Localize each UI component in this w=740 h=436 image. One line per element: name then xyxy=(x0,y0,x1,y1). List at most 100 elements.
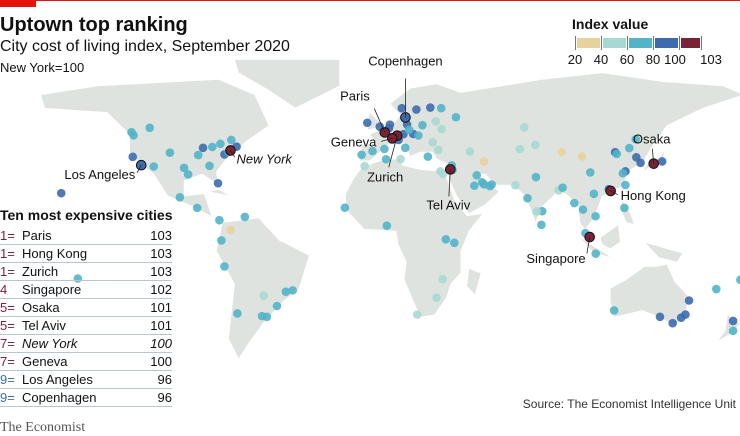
label-leader xyxy=(373,108,386,133)
city-dot xyxy=(655,312,665,322)
city-dot xyxy=(589,189,599,199)
legend-label: 20 xyxy=(567,52,583,67)
city-label: Paris xyxy=(340,88,370,103)
table-row: 5= Osaka 101 xyxy=(0,299,172,317)
rank: 1= xyxy=(0,228,15,243)
city-label: Hong Kong xyxy=(621,188,686,203)
city-dot xyxy=(192,203,202,213)
legend-swatch xyxy=(577,38,600,48)
city-dot xyxy=(198,143,208,153)
table-row: 1= Zurich 103 xyxy=(0,263,172,281)
city-name: Paris xyxy=(22,228,52,243)
city-dot xyxy=(340,203,350,212)
city-dots xyxy=(56,103,740,336)
label-leader xyxy=(448,169,451,197)
city-label: Los Angeles xyxy=(64,167,135,182)
table-title: Ten most expensive cities xyxy=(0,207,173,223)
chart-subtitle: City cost of living index, September 202… xyxy=(0,38,290,55)
city-name: New York xyxy=(22,336,78,351)
city-dot xyxy=(612,149,622,159)
city-dot xyxy=(400,143,410,153)
table-row: 4 Singapore 102 xyxy=(0,281,172,299)
index-value: 100 xyxy=(150,354,172,369)
city-dot xyxy=(382,221,392,230)
legend-swatch xyxy=(603,38,626,48)
city-dot xyxy=(532,207,542,216)
index-value: 101 xyxy=(150,318,172,333)
city-dot xyxy=(412,105,421,114)
legend-tick xyxy=(627,36,628,50)
rank: 1= xyxy=(0,264,15,279)
city-dot xyxy=(183,170,193,179)
legend-label: 60 xyxy=(619,52,635,67)
city-dot xyxy=(631,134,641,144)
city-dot xyxy=(436,167,445,176)
city-dot xyxy=(357,150,366,160)
land-mass xyxy=(620,199,636,226)
city-dot xyxy=(609,306,619,315)
city-dot xyxy=(208,142,217,152)
city-dot xyxy=(591,211,600,221)
brand-logo: The Economist xyxy=(0,420,86,435)
city-dot xyxy=(425,103,435,112)
city-label: Tel Aviv xyxy=(426,197,470,212)
city-dot xyxy=(128,152,138,162)
city-dot xyxy=(368,146,377,156)
city-dot xyxy=(179,163,189,173)
legend-label: 103 xyxy=(700,52,722,67)
city-dot xyxy=(676,313,686,322)
city-dot xyxy=(472,171,482,180)
city-dot xyxy=(272,301,282,311)
land-mass xyxy=(599,224,621,250)
city-dot xyxy=(262,312,272,322)
city-dot xyxy=(470,181,479,190)
land-mass xyxy=(216,217,310,360)
city-dot xyxy=(519,123,529,132)
city-dot xyxy=(684,296,694,305)
city-dot xyxy=(165,148,175,157)
legend-tick xyxy=(679,36,680,50)
city-dot xyxy=(217,236,226,245)
city-dot xyxy=(281,287,291,297)
city-dot xyxy=(414,131,423,140)
city-dot xyxy=(591,249,601,258)
chart-note: New York=100 xyxy=(0,60,85,75)
city-dot xyxy=(728,316,738,326)
label-leader xyxy=(586,236,591,254)
rank: 9= xyxy=(0,390,15,405)
city-dot xyxy=(193,150,203,160)
land-mass xyxy=(40,79,270,223)
city-dot xyxy=(712,284,721,294)
legend-tick xyxy=(575,36,576,50)
land-mass xyxy=(643,241,684,263)
city-dot xyxy=(537,220,546,230)
legend-label: 40 xyxy=(593,52,609,67)
city-dot xyxy=(624,143,634,153)
city-dot xyxy=(736,275,740,285)
land-mass xyxy=(571,228,613,258)
city-label: Geneva xyxy=(331,134,377,149)
legend-label: 80 xyxy=(645,52,661,67)
city-dot xyxy=(216,139,225,149)
city-dot xyxy=(362,118,372,128)
city-dot xyxy=(396,154,405,164)
chart-title: Uptown top ranking xyxy=(0,14,188,36)
city-dot xyxy=(479,157,489,166)
index-value: 101 xyxy=(150,300,172,315)
legend-tick xyxy=(701,36,702,50)
city-dot xyxy=(432,293,441,302)
land-mass xyxy=(609,263,690,327)
brand-tag xyxy=(0,0,36,7)
rank: 5= xyxy=(0,318,15,333)
index-value: 96 xyxy=(157,390,172,405)
city-dot xyxy=(145,123,155,133)
city-dot xyxy=(434,145,443,155)
city-dot xyxy=(226,225,235,235)
table-row: 9= Los Angeles 96 xyxy=(0,371,172,389)
table-row: 9= Copenhagen 96 xyxy=(0,389,172,407)
city-dot xyxy=(451,112,461,122)
rank: 4 xyxy=(0,282,8,297)
legend-title: Index value xyxy=(572,16,649,32)
